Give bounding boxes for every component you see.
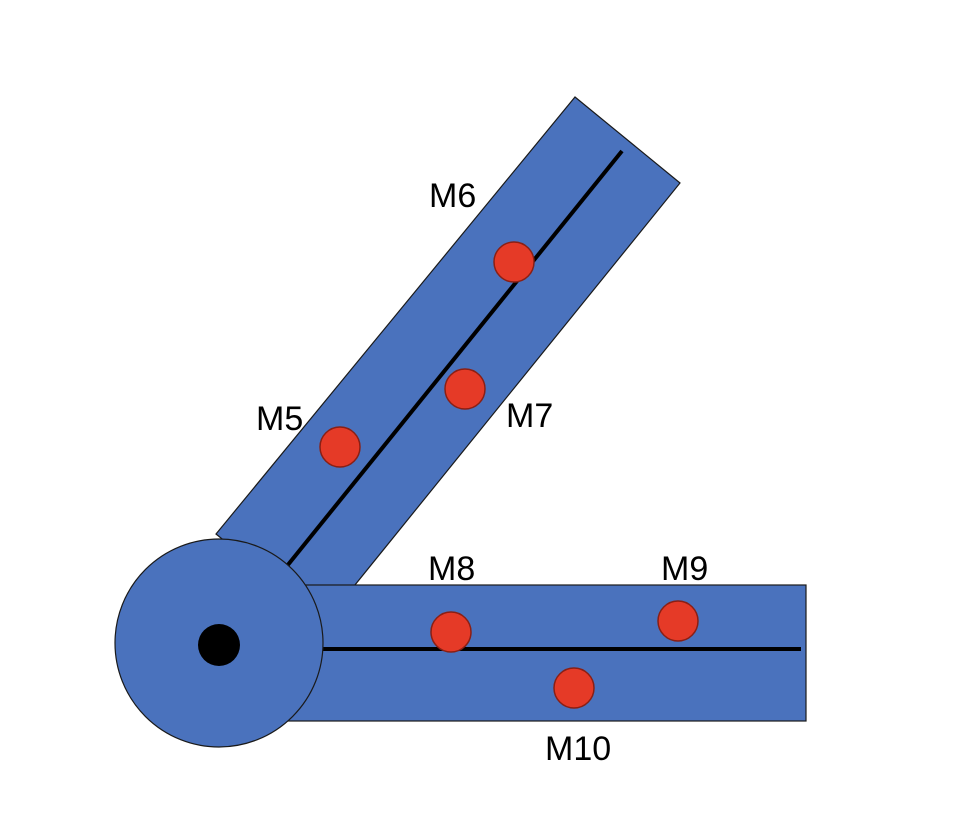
label-m7: M7 [506, 397, 553, 435]
label-m8: M8 [428, 550, 475, 588]
label-m9: M9 [661, 550, 708, 588]
marker-m10 [553, 667, 595, 709]
marker-m9 [657, 600, 699, 642]
upper-segment [215, 96, 681, 623]
marker-m8 [430, 611, 472, 653]
label-m10: M10 [545, 730, 611, 768]
lower-segment [282, 584, 807, 722]
marker-m5 [319, 426, 361, 468]
upper-segment-axis [285, 149, 624, 568]
marker-m7 [444, 368, 486, 410]
marker-m6 [493, 241, 535, 283]
label-m6: M6 [429, 177, 476, 215]
pivot-point [198, 624, 240, 666]
label-m5: M5 [256, 400, 303, 438]
